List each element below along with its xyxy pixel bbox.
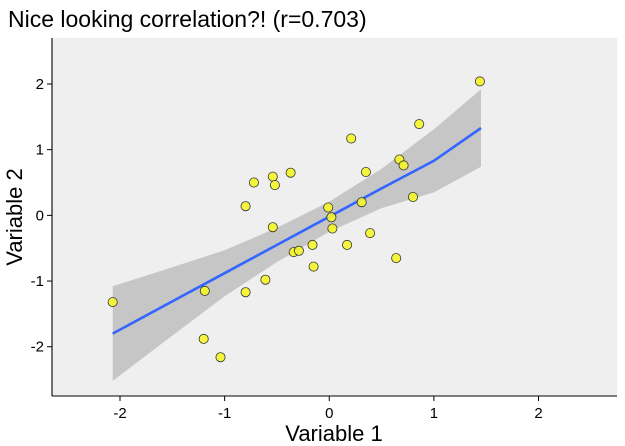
data-point — [407, 191, 418, 202]
data-point — [323, 202, 334, 213]
data-point — [107, 297, 118, 308]
y-tick-label: -1 — [31, 273, 44, 290]
regression-line — [112, 126, 482, 335]
x-tick-label: 0 — [325, 405, 333, 422]
x-tick-label: 1 — [430, 405, 438, 422]
y-tick-label: 1 — [36, 142, 44, 159]
data-point — [356, 197, 367, 208]
x-axis-ticks: -2 -1 0 1 2 — [113, 396, 543, 422]
y-tick-label: -2 — [31, 339, 44, 356]
data-point — [326, 212, 337, 223]
chart-title: Nice looking correlation?! (r=0.703) — [8, 6, 367, 32]
data-point — [342, 239, 353, 250]
x-tick-label: -1 — [218, 405, 231, 422]
data-point — [215, 352, 226, 363]
data-point — [260, 274, 271, 285]
regression-line-layer — [112, 126, 482, 335]
data-point — [269, 180, 280, 191]
data-point — [293, 245, 304, 256]
data-point — [360, 166, 371, 177]
data-point — [285, 167, 296, 178]
data-point — [327, 223, 338, 234]
data-point-layer — [107, 76, 485, 363]
data-point — [308, 261, 319, 272]
data-point — [198, 333, 209, 344]
data-point — [267, 222, 278, 233]
data-point — [240, 287, 251, 298]
data-point — [307, 239, 318, 250]
data-point — [240, 201, 251, 212]
x-tick-label: -2 — [113, 405, 126, 422]
data-point — [199, 285, 210, 296]
data-point — [474, 76, 485, 87]
y-axis-title: Variable 2 — [2, 168, 27, 265]
data-point — [365, 228, 376, 239]
x-tick-label: 2 — [534, 405, 542, 422]
y-tick-label: 2 — [36, 76, 44, 93]
y-tick-label: 0 — [36, 207, 44, 224]
data-point — [267, 171, 278, 182]
data-point — [248, 177, 259, 188]
data-point — [391, 253, 402, 264]
data-point — [414, 119, 425, 130]
y-axis-ticks: -2 -1 0 1 2 — [31, 76, 52, 356]
data-point — [398, 160, 409, 171]
x-axis-title: Variable 1 — [285, 421, 382, 446]
data-point — [346, 133, 357, 144]
